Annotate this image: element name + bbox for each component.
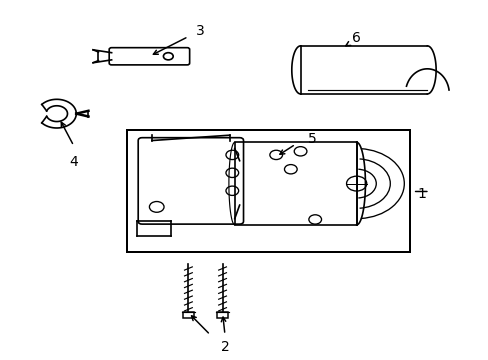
Bar <box>183 312 193 318</box>
Text: 2: 2 <box>220 339 229 354</box>
Bar <box>217 312 227 318</box>
Text: 3: 3 <box>196 24 204 38</box>
Bar <box>127 130 409 252</box>
Bar <box>234 142 356 225</box>
Text: 6: 6 <box>351 31 360 45</box>
Text: 5: 5 <box>307 132 316 146</box>
Text: 1: 1 <box>417 187 426 201</box>
Text: 4: 4 <box>69 155 78 169</box>
